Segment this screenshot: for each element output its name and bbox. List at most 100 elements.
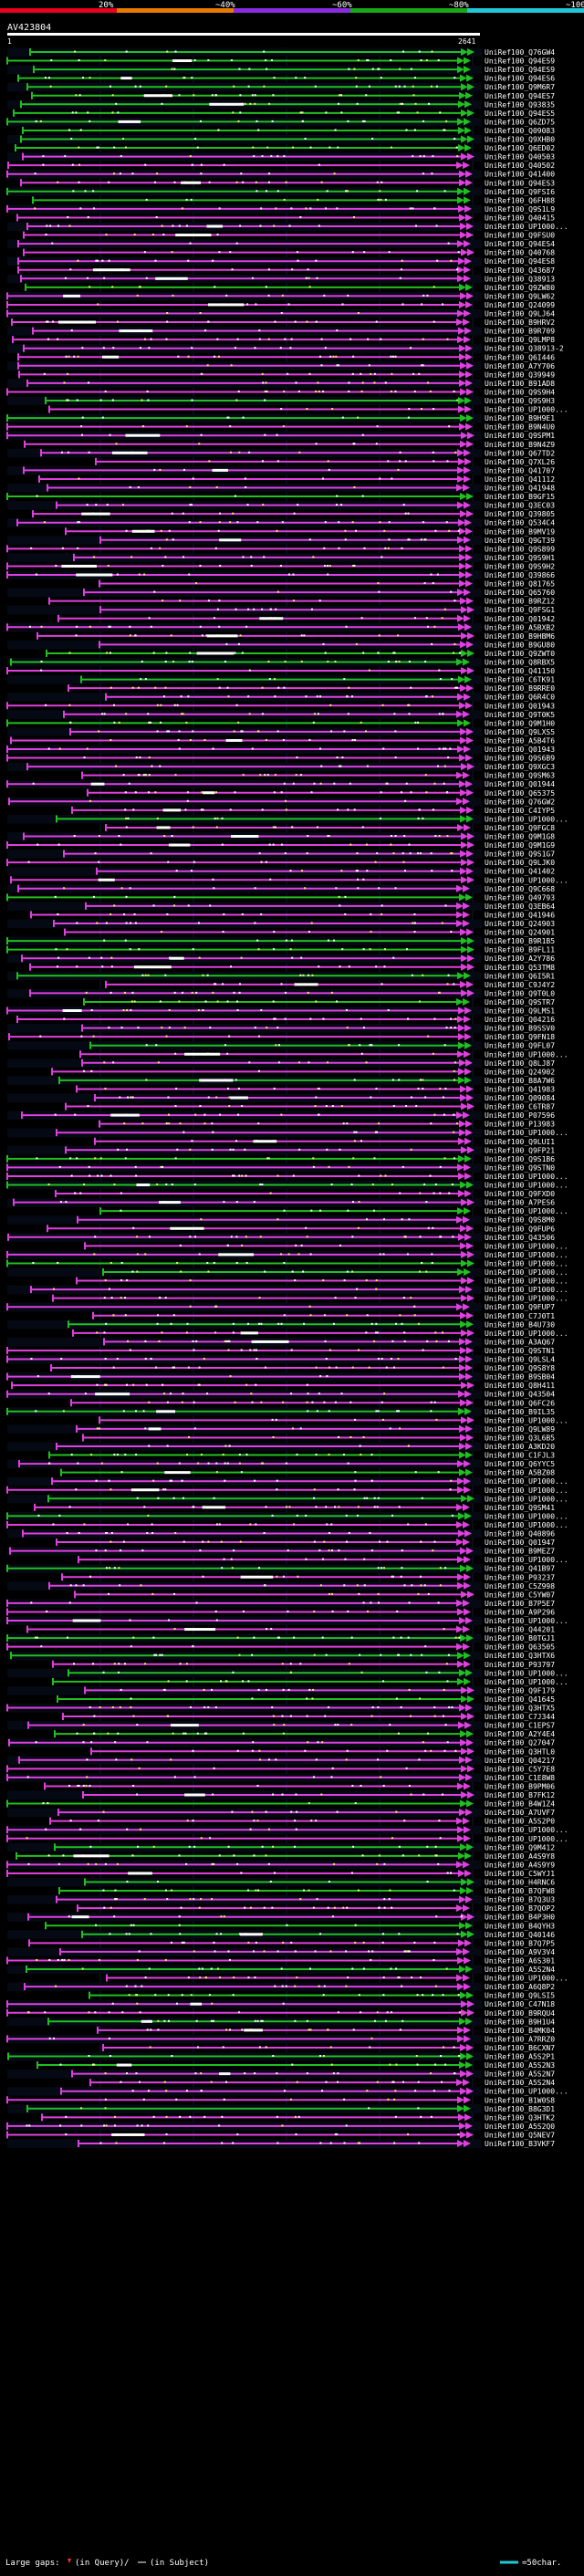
hit-label[interactable]: UniRef100_Q9S1B6 — [485, 1155, 555, 1163]
hit-label[interactable]: UniRef100_A7PES6 — [485, 1199, 555, 1207]
hit-label[interactable]: UniRef100_Q9LMS1 — [485, 1007, 555, 1016]
hit-label[interactable]: UniRef100_B7QFW8 — [485, 1887, 555, 1895]
hit-label[interactable]: UniRef100_UP1000... — [485, 1173, 568, 1181]
hit-label[interactable]: UniRef100_Q24903 — [485, 920, 555, 928]
hit-label[interactable]: UniRef100_A7UVF7 — [485, 1809, 555, 1817]
hit-label[interactable]: UniRef100_B8G3D1 — [485, 2105, 555, 2113]
hit-label[interactable]: UniRef100_A2Y786 — [485, 954, 555, 963]
hit-label[interactable]: UniRef100_B9FL11 — [485, 946, 555, 954]
hit-label[interactable]: UniRef100_B9HRV2 — [485, 318, 555, 327]
hit-label[interactable]: UniRef100_C5Y7E8 — [485, 1765, 555, 1773]
hit-label[interactable]: UniRef100_UP1000... — [485, 1251, 568, 1259]
hit-label[interactable]: UniRef100_P13983 — [485, 1121, 555, 1129]
hit-label[interactable]: UniRef100_Q41150 — [485, 667, 555, 675]
hit-label[interactable]: UniRef100_Q38913 — [485, 275, 555, 283]
hit-label[interactable]: UniRef100_Q7XL26 — [485, 458, 555, 466]
hit-label[interactable]: UniRef100_Q81765 — [485, 580, 555, 589]
hit-label[interactable]: UniRef100_C7J344 — [485, 1713, 555, 1721]
hit-label[interactable]: UniRef100_Q9LW62 — [485, 292, 555, 300]
hit-label[interactable]: UniRef100_A5S2N3 — [485, 2061, 555, 2070]
hit-label[interactable]: UniRef100_Q53TM8 — [485, 964, 555, 972]
hit-label[interactable]: UniRef100_UP1000... — [485, 876, 568, 884]
hit-label[interactable]: UniRef100_UP1000... — [485, 2088, 568, 2096]
hit-label[interactable]: UniRef100_B9RZ12 — [485, 598, 555, 606]
hit-label[interactable]: UniRef100_B9GU80 — [485, 641, 555, 649]
hit-label[interactable]: UniRef100_A5S2N4 — [485, 1966, 555, 1974]
hit-label[interactable]: UniRef100_Q6I446 — [485, 353, 555, 361]
hit-label[interactable]: UniRef100_Q41400 — [485, 171, 555, 179]
hit-label[interactable]: UniRef100_UP1000... — [485, 1678, 568, 1686]
hit-label[interactable]: UniRef100_Q65375 — [485, 789, 555, 798]
hit-label[interactable]: UniRef100_Q9T0K5 — [485, 711, 555, 719]
hit-label[interactable]: UniRef100_A4S9Y9 — [485, 1861, 555, 1869]
hit-label[interactable]: UniRef100_Q6FC26 — [485, 1399, 555, 1407]
hit-label[interactable]: UniRef100_Q39866 — [485, 571, 555, 579]
hit-label[interactable]: UniRef100_C5YW07 — [485, 1590, 555, 1599]
hit-label[interactable]: UniRef100_A6S301 — [485, 1956, 555, 1965]
hit-label[interactable]: UniRef100_Q04217 — [485, 1757, 555, 1765]
hit-label[interactable]: UniRef100_Q9M1G8 — [485, 833, 555, 841]
hit-label[interactable]: UniRef100_Q9S6B9 — [485, 755, 555, 763]
hit-label[interactable]: UniRef100_C6TK91 — [485, 676, 555, 684]
hit-label[interactable]: UniRef100_Q94ES7 — [485, 92, 555, 100]
hit-label[interactable]: UniRef100_B4P3H0 — [485, 1914, 555, 1922]
hit-label[interactable]: UniRef100_Q04216 — [485, 1016, 555, 1024]
hit-label[interactable]: UniRef100_Q8H411 — [485, 1382, 555, 1390]
hit-label[interactable]: UniRef100_H4RNC6 — [485, 1879, 555, 1887]
hit-label[interactable]: UniRef100_Q6I5R1 — [485, 972, 555, 980]
hit-label[interactable]: UniRef100_UP1000... — [485, 1207, 568, 1215]
hit-label[interactable]: UniRef100_Q9LSI5 — [485, 1992, 555, 2000]
hit-label[interactable]: UniRef100_B1W0S8 — [485, 2096, 555, 2104]
hit-label[interactable]: UniRef100_Q24901 — [485, 929, 555, 937]
hit-label[interactable]: UniRef100_B4MK04 — [485, 2027, 555, 2035]
hit-label[interactable]: UniRef100_Q9M412 — [485, 1843, 555, 1851]
hit-label[interactable]: UniRef100_Q9SM63 — [485, 772, 555, 780]
hit-label[interactable]: UniRef100_Q41B97 — [485, 1565, 555, 1573]
hit-label[interactable]: UniRef100_Q41645 — [485, 1695, 555, 1704]
hit-label[interactable]: UniRef100_B4U730 — [485, 1320, 555, 1329]
hit-label[interactable]: UniRef100_B9PM06 — [485, 1782, 555, 1790]
hit-label[interactable]: UniRef100_Q9FSG1 — [485, 606, 555, 614]
hit-label[interactable]: UniRef100_B7Q7P5 — [485, 1939, 555, 1947]
hit-label[interactable]: UniRef100_Q9M1H0 — [485, 719, 555, 727]
hit-label[interactable]: UniRef100_B9RQU4 — [485, 2009, 555, 2018]
hit-label[interactable]: UniRef100_C1FJL3 — [485, 1452, 555, 1460]
hit-label[interactable]: UniRef100_Q3HTX5 — [485, 1705, 555, 1713]
hit-label[interactable]: UniRef100_B9R1B5 — [485, 937, 555, 945]
hit-label[interactable]: UniRef100_UP1000... — [485, 1512, 568, 1520]
hit-label[interactable]: UniRef100_Q01943 — [485, 746, 555, 754]
hit-label[interactable]: UniRef100_Q9ZW80 — [485, 284, 555, 292]
hit-label[interactable]: UniRef100_Q9M6R7 — [485, 83, 555, 91]
hit-label[interactable]: UniRef100_Q9FUP6 — [485, 1225, 555, 1233]
hit-label[interactable]: UniRef100_Q6ED02 — [485, 144, 555, 152]
hit-label[interactable]: UniRef100_A4S9Y8 — [485, 1852, 555, 1861]
hit-label[interactable]: UniRef100_Q3EB64 — [485, 902, 555, 911]
hit-label[interactable]: UniRef100_UP1000... — [485, 223, 568, 231]
hit-label[interactable]: UniRef100_UP1000... — [485, 406, 568, 414]
hit-label[interactable]: UniRef100_C5WYJ1 — [485, 1870, 555, 1878]
hit-label[interactable]: UniRef100_Q9STN0 — [485, 1163, 555, 1172]
hit-label[interactable]: UniRef100_UP1000... — [485, 1835, 568, 1843]
hit-label[interactable]: UniRef100_Q41946 — [485, 911, 555, 919]
hit-label[interactable]: UniRef100_Q43687 — [485, 266, 555, 275]
hit-label[interactable]: UniRef100_C4IYP5 — [485, 807, 555, 815]
hit-label[interactable]: UniRef100_Q9FN18 — [485, 1033, 555, 1041]
hit-label[interactable]: UniRef100_Q3HTK2 — [485, 2113, 555, 2122]
hit-label[interactable]: UniRef100_Q9XHB0 — [485, 136, 555, 144]
hit-label[interactable]: UniRef100_B9MV19 — [485, 527, 555, 536]
hit-label[interactable]: UniRef100_Q40896 — [485, 1530, 555, 1538]
hit-label[interactable]: UniRef100_Q94ES4 — [485, 240, 555, 248]
hit-label[interactable]: UniRef100_Q39805 — [485, 510, 555, 518]
hit-label[interactable]: UniRef100_Q8LJ87 — [485, 1059, 555, 1068]
hit-label[interactable]: UniRef100_Q6R4C0 — [485, 694, 555, 702]
hit-label[interactable]: UniRef100_B7P5E7 — [485, 1600, 555, 1608]
hit-label[interactable]: UniRef100_B9HBM6 — [485, 632, 555, 641]
hit-label[interactable]: UniRef100_Q9S9H4 — [485, 388, 555, 396]
hit-label[interactable]: UniRef100_P07596 — [485, 1111, 555, 1120]
hit-label[interactable]: UniRef100_P93237 — [485, 1573, 555, 1581]
hit-label[interactable]: UniRef100_A3AQ67 — [485, 1338, 555, 1346]
hit-label[interactable]: UniRef100_Q24902 — [485, 1068, 555, 1076]
hit-label[interactable]: UniRef100_UP1000... — [485, 1617, 568, 1625]
hit-label[interactable]: UniRef100_UP1000... — [485, 1268, 568, 1277]
hit-label[interactable]: UniRef100_Q76GW2 — [485, 798, 555, 806]
